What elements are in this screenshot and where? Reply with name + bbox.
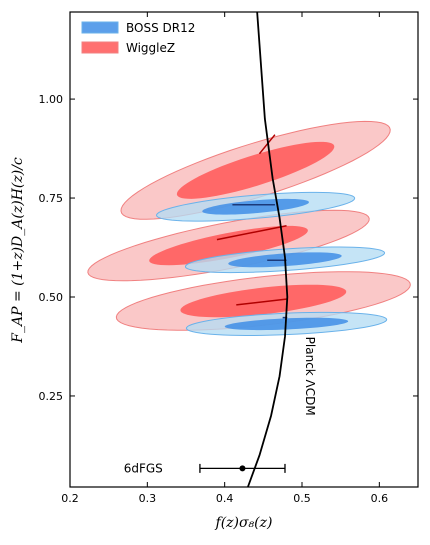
- legend-swatch-2: [81, 41, 119, 54]
- model-connector-3: [258, 134, 276, 155]
- wigglez-inner-contour-2: [149, 225, 308, 266]
- model-connector-2: [216, 225, 287, 241]
- annotation-planck-lcdm: Planck ΛCDM: [303, 337, 317, 416]
- plot-area: Planck ΛCDM 6dFGS: [87, 12, 411, 487]
- y-tick-label: 0.50: [39, 291, 64, 304]
- x-tick-label: 0.3: [139, 492, 157, 505]
- axes-ticks: 0.2 0.3 0.4 0.5 0.6 0.25 0.50 0.75 1.00: [39, 12, 418, 505]
- x-tick-label: 0.4: [216, 492, 234, 505]
- annotation-6dfgs: 6dFGS: [124, 461, 163, 475]
- planck-lcdm-curve: [247, 12, 289, 487]
- legend: BOSS DR12 WiggleZ: [81, 21, 195, 55]
- legend-swatch-1: [81, 21, 119, 34]
- errorbar-6dfgs-point: [239, 465, 246, 472]
- y-axis-label: F_AP = (1+z)D_A(z)H(z)/c: [10, 157, 26, 344]
- legend-label-1: BOSS DR12: [126, 21, 195, 35]
- legend-label-2: WiggleZ: [126, 41, 175, 55]
- y-tick-label: 0.75: [39, 192, 64, 205]
- x-tick-label: 0.2: [61, 492, 79, 505]
- y-tick-label: 1.00: [39, 93, 64, 106]
- x-tick-label: 0.6: [371, 492, 389, 505]
- wigglez-inner-contour-1: [180, 284, 347, 318]
- x-tick-label: 0.5: [293, 492, 311, 505]
- y-tick-label: 0.25: [39, 390, 64, 403]
- x-axis-label: f(z)σ₈(z): [215, 515, 273, 531]
- wigglez-inner-contour-3: [176, 141, 335, 199]
- plot-frame: [69, 11, 419, 488]
- model-connector-1: [236, 298, 288, 306]
- boss-inner-contour-3: [202, 198, 309, 215]
